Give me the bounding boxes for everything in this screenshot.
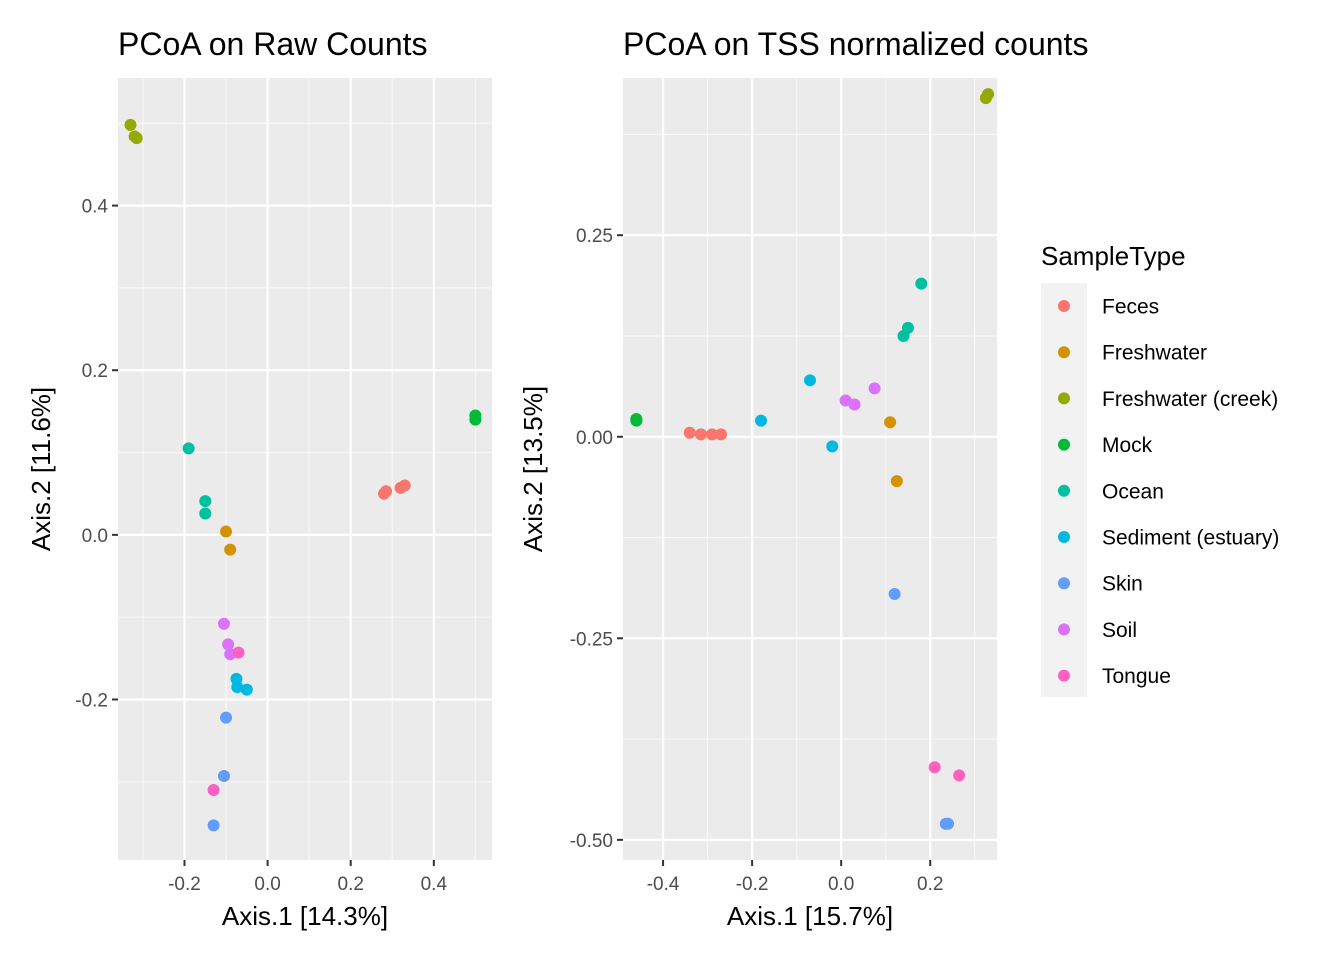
data-point xyxy=(848,398,861,411)
plot-panel-background xyxy=(118,78,492,860)
data-point xyxy=(884,416,897,429)
y-tick-label: 0.25 xyxy=(576,226,613,247)
data-point xyxy=(220,525,233,538)
legend-label: Feces xyxy=(1102,296,1159,319)
plot-title: PCoA on Raw Counts xyxy=(118,26,428,62)
x-tick-label: -0.2 xyxy=(736,874,769,895)
legend-key xyxy=(1058,346,1070,359)
data-point xyxy=(982,88,995,101)
data-point xyxy=(694,428,707,441)
data-point xyxy=(469,409,482,422)
data-point xyxy=(928,761,941,774)
data-point xyxy=(890,475,903,488)
data-point xyxy=(755,414,768,427)
x-tick-label: 0.0 xyxy=(254,874,280,895)
y-tick-label: -0.50 xyxy=(570,831,613,852)
data-point xyxy=(888,587,901,600)
grid-minor-lines xyxy=(118,78,492,860)
y-tick-label: 0.2 xyxy=(82,361,108,382)
legend-label: Mock xyxy=(1102,434,1153,457)
x-tick-label: -0.4 xyxy=(647,874,680,895)
data-point xyxy=(207,784,220,797)
x-axis-ticks: -0.2 0.0 0.2 0.4 xyxy=(168,860,447,895)
data-point xyxy=(826,440,839,453)
x-tick-label: -0.2 xyxy=(168,874,201,895)
data-point xyxy=(232,646,245,659)
legend-label: Tongue xyxy=(1102,665,1171,688)
data-point xyxy=(231,681,244,694)
x-axis-title: Axis.1 [14.3%] xyxy=(222,901,388,931)
legend-items: Feces Freshwater Freshwater (creek) Mock Oce… xyxy=(1058,296,1279,688)
plot-tss-normalized: PCoA on TSS normalized counts -0.4 -0.2 0.… xyxy=(518,26,1088,931)
data-point xyxy=(868,382,881,395)
x-tick-label: 0.2 xyxy=(338,874,364,895)
legend-key xyxy=(1058,531,1070,543)
data-point xyxy=(380,485,393,498)
data-point xyxy=(630,413,643,426)
data-point xyxy=(222,638,235,651)
y-tick-label: 0.0 xyxy=(82,526,108,547)
legend: SampleType Feces Freshwater Freshwater (cr… xyxy=(1041,241,1279,697)
data-points xyxy=(630,88,995,830)
legend-key xyxy=(1058,577,1070,590)
y-axis-ticks: -0.50 -0.25 0.00 0.25 xyxy=(570,226,623,852)
data-point xyxy=(706,428,719,441)
grid-minor-lines xyxy=(623,78,997,860)
legend-label: Ocean xyxy=(1102,480,1164,503)
data-point xyxy=(398,479,411,492)
legend-label: Skin xyxy=(1102,573,1143,596)
y-axis-title: Axis.2 [11.6%] xyxy=(26,387,56,551)
plot-panel-background xyxy=(623,78,997,860)
data-point xyxy=(897,329,910,342)
y-tick-label: 0.00 xyxy=(576,428,613,449)
legend-label: Sediment (estuary) xyxy=(1102,527,1279,550)
data-point xyxy=(217,617,230,630)
data-point xyxy=(942,817,955,830)
legend-key xyxy=(1058,669,1070,682)
data-point xyxy=(128,130,141,143)
legend-label: Soil xyxy=(1102,619,1137,642)
data-point xyxy=(220,711,233,724)
x-tick-label: 0.0 xyxy=(828,874,854,895)
grid-major-lines xyxy=(623,78,997,860)
data-point xyxy=(199,507,212,520)
legend-key xyxy=(1058,438,1070,451)
y-tick-label: -0.25 xyxy=(570,629,613,650)
data-point xyxy=(714,428,727,441)
data-points xyxy=(124,118,482,832)
x-axis-ticks: -0.4 -0.2 0.0 0.2 xyxy=(647,860,943,895)
legend-label: Freshwater (creek) xyxy=(1102,388,1278,411)
data-point xyxy=(683,426,696,439)
data-point xyxy=(804,374,816,387)
data-point xyxy=(207,819,220,832)
grid-major-lines xyxy=(118,78,492,860)
data-point xyxy=(124,118,137,131)
data-point xyxy=(953,769,966,782)
legend-key xyxy=(1058,484,1070,497)
legend-title: SampleType xyxy=(1041,241,1186,271)
x-tick-label: 0.2 xyxy=(917,874,943,895)
data-point xyxy=(199,495,212,508)
x-axis-title: Axis.1 [15.7%] xyxy=(727,901,893,931)
y-axis-ticks: -0.2 0.0 0.2 0.4 xyxy=(75,197,118,711)
legend-key xyxy=(1058,623,1070,636)
plot-title: PCoA on TSS normalized counts xyxy=(623,26,1088,62)
data-point xyxy=(182,442,195,455)
y-tick-label: -0.2 xyxy=(75,690,108,711)
data-point xyxy=(240,683,253,696)
data-point xyxy=(915,277,928,290)
x-tick-label: 0.4 xyxy=(421,874,448,895)
legend-label: Freshwater xyxy=(1102,342,1207,365)
data-point xyxy=(217,770,230,783)
y-axis-title: Axis.2 [13.5%] xyxy=(518,386,548,552)
data-point xyxy=(224,543,237,556)
y-tick-label: 0.4 xyxy=(82,197,109,218)
legend-key xyxy=(1058,300,1070,312)
plot-raw-counts: PCoA on Raw Counts -0.2 0.0 0.2 0.4 -0.2 0.0… xyxy=(26,26,492,931)
legend-key xyxy=(1058,392,1070,405)
